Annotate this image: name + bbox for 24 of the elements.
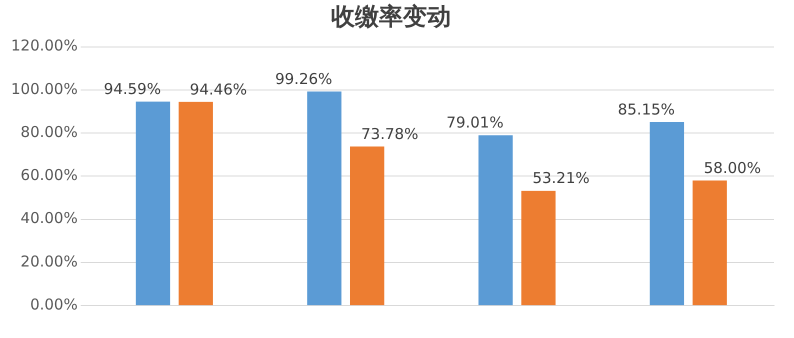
y-tick-label: 20.00% xyxy=(20,252,78,270)
bar xyxy=(521,190,556,306)
y-tick-label: 60.00% xyxy=(20,166,78,184)
data-label: 94.46% xyxy=(190,80,248,98)
bar xyxy=(692,180,727,306)
bar xyxy=(136,102,170,306)
y-tick-label: 80.00% xyxy=(20,122,78,141)
data-label: 73.78% xyxy=(361,124,418,143)
bar xyxy=(350,146,384,306)
y-tick-label: 0.00% xyxy=(30,295,78,314)
data-label: 79.01% xyxy=(446,114,504,132)
data-label: 85.15% xyxy=(618,100,675,118)
data-label: 58.00% xyxy=(704,158,761,177)
data-label: 94.59% xyxy=(104,80,161,98)
data-label: 53.21% xyxy=(532,169,590,188)
chart-title: 收缴率变动 xyxy=(331,2,451,31)
y-tick-label: 100.00% xyxy=(10,80,78,98)
bar xyxy=(178,102,213,306)
y-tick-label: 40.00% xyxy=(20,209,78,228)
bar xyxy=(650,122,684,306)
data-label: 99.26% xyxy=(275,70,332,88)
y-tick-label: 120.00% xyxy=(10,36,78,55)
bar xyxy=(307,92,342,306)
bar xyxy=(478,135,513,306)
